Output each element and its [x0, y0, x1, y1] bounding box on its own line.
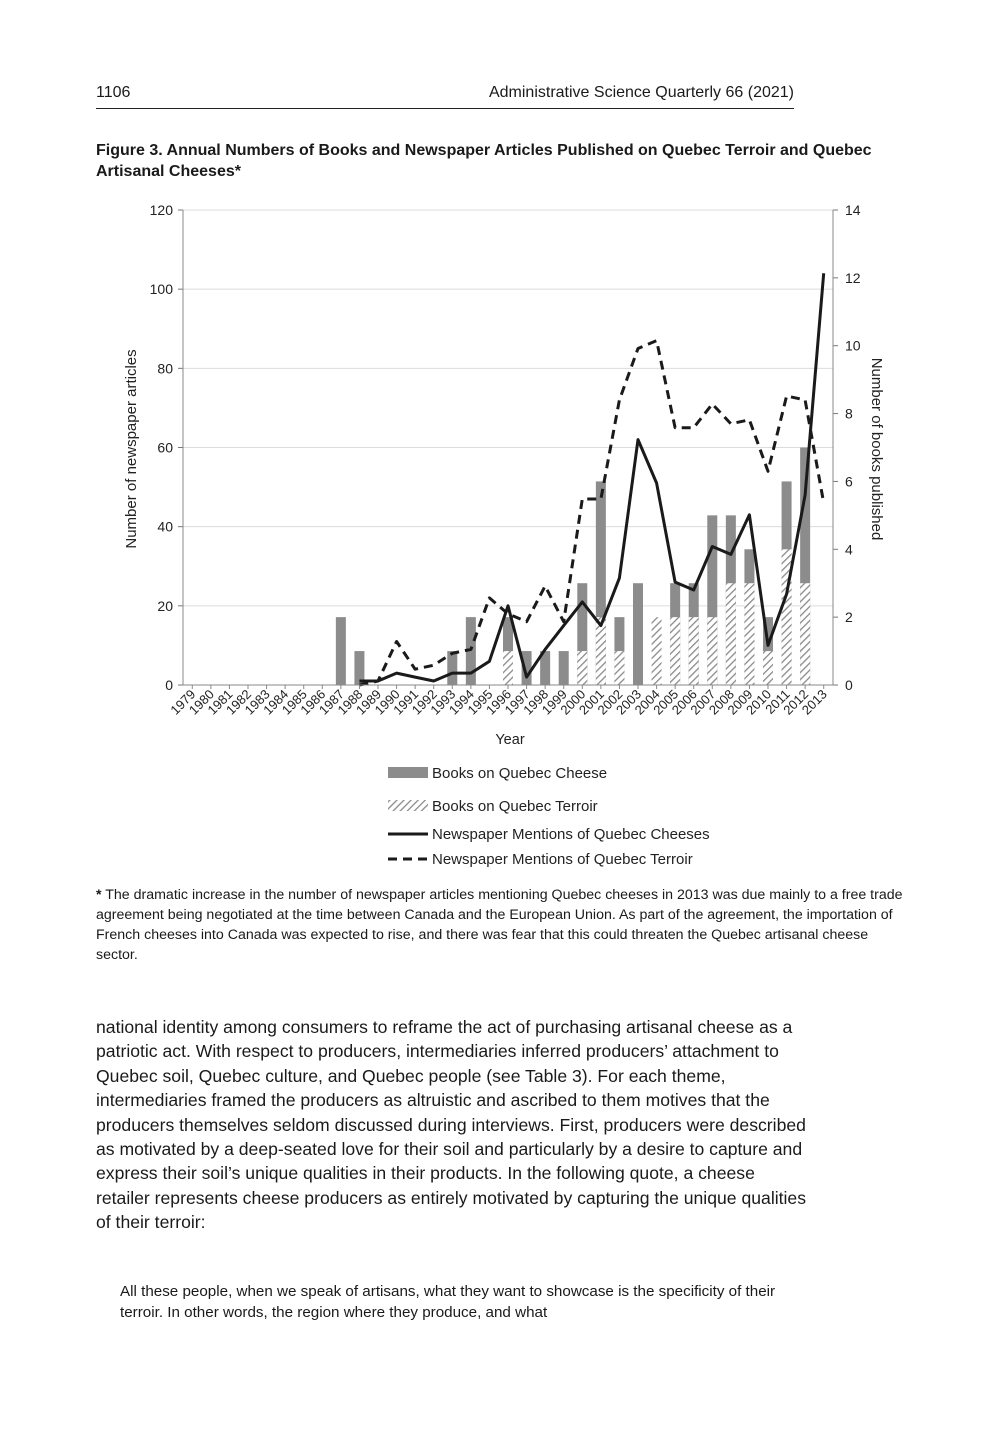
running-header: 1106 Administrative Science Quarterly 66…: [96, 82, 794, 109]
bar-books-cheese: [558, 651, 569, 685]
chart-legend: Books on Quebec Cheese Books on Quebec Te…: [388, 765, 710, 868]
bar-books-cheese: [465, 617, 476, 685]
figure-footnote: * The dramatic increase in the number of…: [96, 885, 908, 965]
bar-books-cheese: [335, 617, 346, 685]
line-series: [359, 273, 826, 687]
right-tick-label: 8: [845, 406, 853, 422]
bar-books-terroir: [744, 583, 755, 685]
bar-books-terroir: [595, 617, 606, 685]
legend-label: Books on Quebec Cheese: [432, 765, 607, 782]
bar-books-cheese: [633, 583, 643, 685]
bar-books-terroir: [577, 651, 588, 685]
x-axis-ticks: 1979198019811982198319841985198619871988…: [167, 687, 829, 718]
bar-books-terroir: [763, 651, 773, 685]
legend-swatch-books-terroir: [388, 800, 428, 811]
axes: [178, 209, 838, 689]
bar-books-terroir: [781, 549, 792, 685]
bar-books-cheese: [707, 515, 718, 685]
x-axis-label: Year: [495, 732, 524, 748]
journal-title: Administrative Science Quarterly 66 (202…: [488, 84, 794, 101]
legend-label: Newspaper Mentions of Quebec Cheeses: [432, 826, 710, 843]
line-newspaper-terroir: [359, 339, 826, 687]
right-tick-label: 6: [845, 473, 853, 489]
bar-books-terroir: [725, 583, 736, 685]
bar-books-cheese: [447, 651, 458, 685]
page-number: 1106: [96, 84, 131, 101]
left-axis-label: Number of newspaper articles: [123, 349, 140, 548]
legend-label: Newspaper Mentions of Quebec Terroir: [432, 851, 693, 868]
bar-series: [335, 447, 811, 685]
right-axis-ticks: 0 2 4 6 8 10 12 14: [845, 202, 861, 693]
bar-books-cheese: [577, 583, 588, 685]
block-quote: All these people, when we speak of artis…: [120, 1283, 776, 1321]
left-tick-label: 0: [165, 677, 173, 693]
figure-caption: Figure 3. Annual Numbers of Books and Ne…: [96, 142, 872, 180]
bar-books-cheese: [521, 651, 532, 685]
legend-label: Books on Quebec Terroir: [432, 798, 598, 815]
bar-books-cheese: [354, 651, 365, 685]
right-tick-label: 14: [845, 202, 861, 218]
bar-books-cheese: [595, 481, 606, 685]
bar-books-cheese: [540, 651, 551, 685]
left-tick-label: 40: [157, 519, 173, 535]
bar-books-terroir: [614, 651, 625, 685]
combo-chart: 0 20 40 60 80 100 120 0 2 4 6 8 10 12 14 197919801981…: [123, 202, 885, 868]
bar-books-cheese: [614, 617, 625, 685]
bar-books-terroir: [800, 583, 811, 685]
bar-books-terroir: [688, 617, 699, 685]
bar-books-cheese: [800, 447, 811, 685]
left-tick-label: 80: [157, 360, 173, 376]
left-tick-label: 60: [157, 440, 173, 456]
bar-books-cheese: [503, 617, 513, 685]
left-tick-label: 100: [150, 281, 174, 297]
body-paragraph: national identity among consumers to ref…: [96, 1017, 807, 1233]
footnote-marker: *: [96, 887, 102, 903]
bar-books-terroir: [670, 617, 681, 685]
footnote-text: The dramatic increase in the number of n…: [96, 887, 903, 963]
bar-books-terroir: [707, 617, 718, 685]
gridlines: [183, 209, 833, 607]
bar-books-terroir: [503, 651, 513, 685]
bar-books-cheese: [763, 617, 773, 685]
bar-books-terroir: [651, 617, 662, 685]
left-axis-ticks: 0 20 40 60 80 100 120: [150, 202, 174, 693]
right-tick-label: 12: [845, 270, 861, 286]
right-tick-label: 10: [845, 338, 861, 354]
left-tick-label: 120: [150, 202, 174, 218]
line-newspaper-cheeses: [359, 273, 826, 683]
right-tick-label: 0: [845, 677, 853, 693]
right-tick-label: 2: [845, 609, 853, 625]
left-tick-label: 20: [157, 598, 173, 614]
right-axis-label: Number of books published: [868, 358, 885, 541]
legend-swatch-books-cheese: [388, 767, 428, 778]
right-tick-label: 4: [845, 541, 853, 557]
